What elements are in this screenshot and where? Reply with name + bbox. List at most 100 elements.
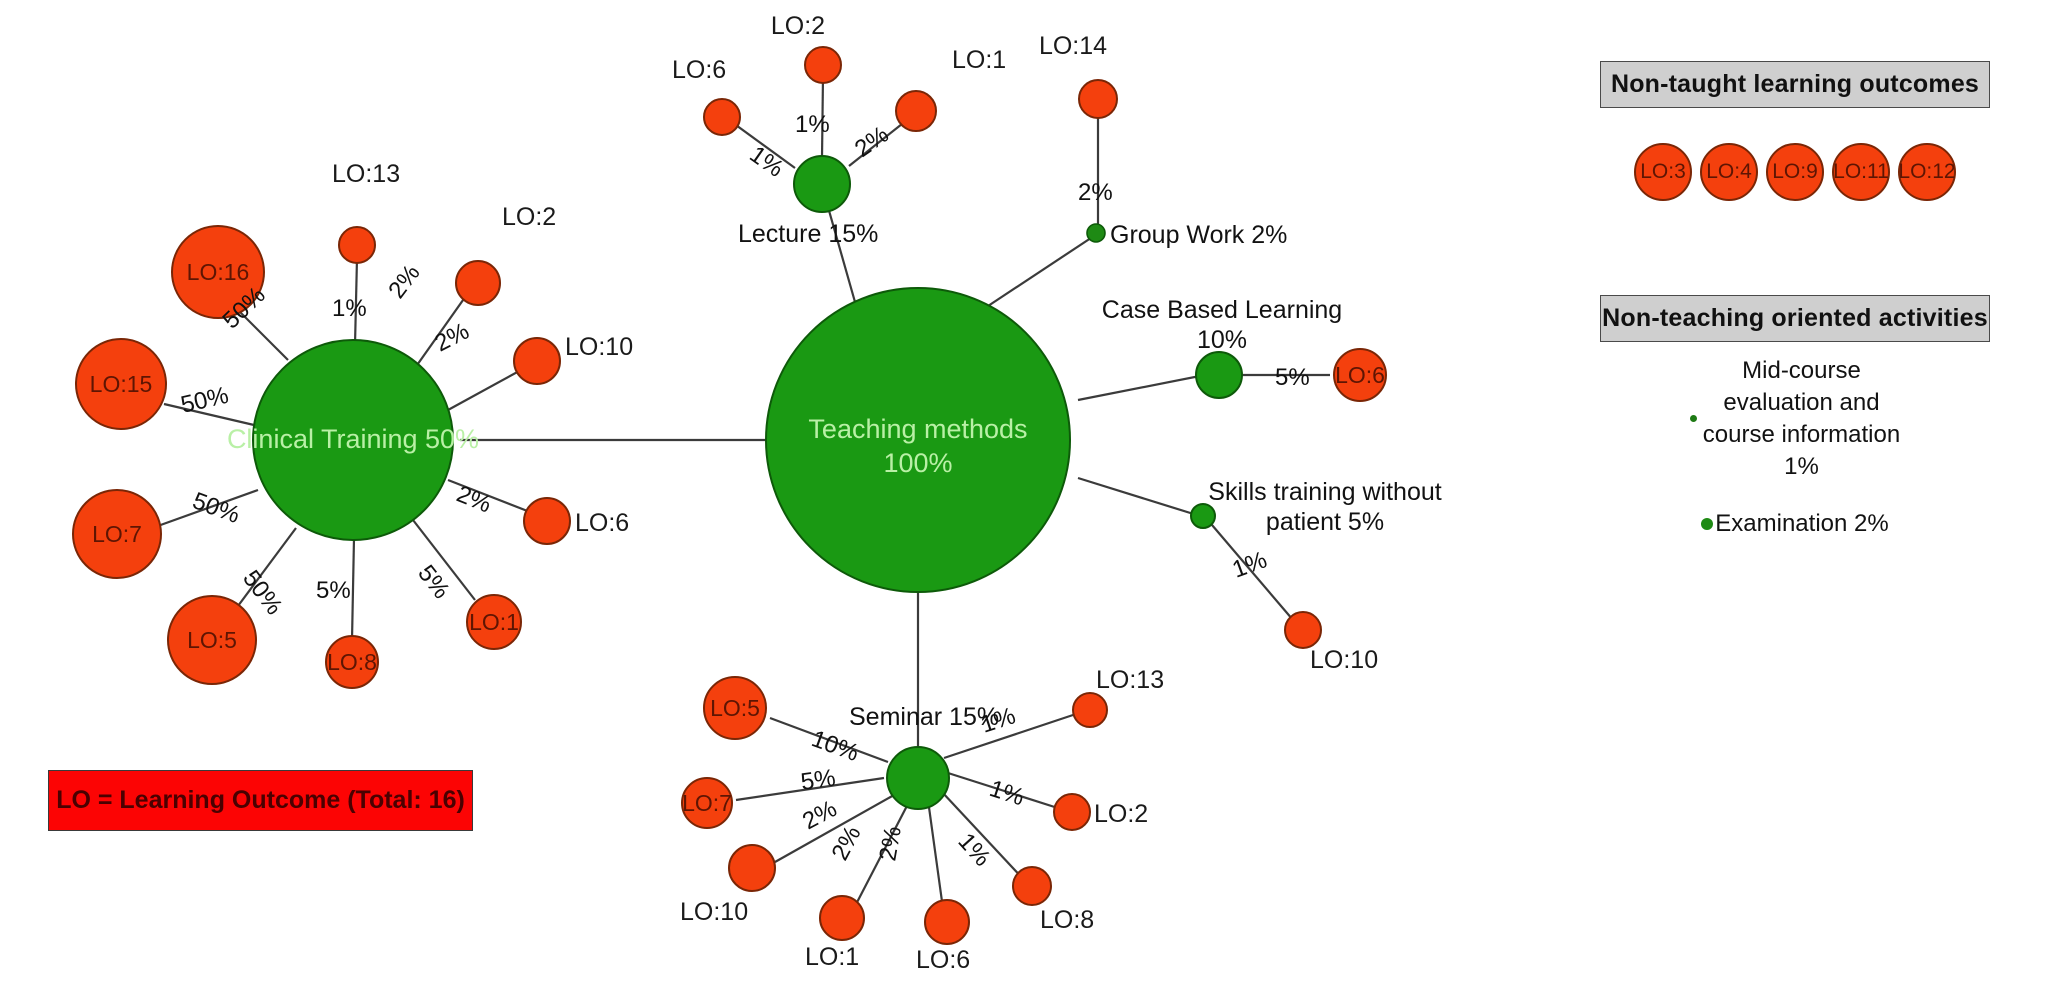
node-lo5-ct[interactable]: [167, 595, 257, 685]
edge-sem-lo7: [735, 776, 885, 802]
node-group-work[interactable]: [1086, 223, 1106, 243]
node-lo16[interactable]: [171, 225, 265, 319]
non-teaching-panel-header: Non-teaching oriented activities: [1600, 295, 1990, 342]
label-lo14: LO:14: [1039, 32, 1107, 60]
edge-ct-lo7: [154, 488, 259, 529]
non-taught-panel-header: Non-taught learning outcomes: [1600, 61, 1990, 108]
edge-sem-lo5: [769, 716, 889, 764]
pct-ct-lo2: 2%: [383, 260, 425, 304]
label-lo6-seminar: LO:6: [916, 946, 970, 974]
label-lo1-lecture: LO:1: [952, 46, 1006, 74]
label-skills-training-line1: Skills training without: [1208, 478, 1441, 506]
activity-examination-label: Examination 2%: [1715, 510, 1889, 537]
pct-ct-lo15: 50%: [178, 382, 231, 419]
pct-sem-lo2: 1%: [986, 775, 1027, 811]
node-seminar[interactable]: [886, 746, 950, 810]
node-lo8-seminar[interactable]: [1012, 866, 1052, 906]
edge-ct-lo1: [412, 519, 476, 601]
label-group-work: Group Work 2%: [1110, 221, 1287, 249]
edge-lec-lo2: [820, 75, 825, 159]
label-lo7-seminar: LO:7: [682, 790, 732, 816]
label-seminar: Seminar 15%: [849, 703, 999, 731]
edge-sem-lo13: [943, 710, 1083, 760]
label-lo8-seminar: LO:8: [1040, 906, 1094, 934]
node-lo6-ct[interactable]: [523, 497, 571, 545]
label-teaching-methods: Teaching methods: [808, 414, 1027, 444]
node-lo13-ct[interactable]: [338, 226, 376, 264]
edge-ct-lo15: [163, 402, 255, 427]
label-lo13-seminar: LO:13: [1096, 666, 1164, 694]
pct-lec-lo1: 2%: [850, 121, 894, 163]
pct-ct-lo8: 5%: [316, 577, 351, 604]
label-lo10-seminar: LO:10: [680, 898, 748, 926]
edge-ct-lo6: [447, 478, 531, 514]
node-skills-training[interactable]: [1190, 503, 1216, 529]
node-lo1-lecture[interactable]: [895, 90, 937, 132]
node-lo10-skills[interactable]: [1284, 611, 1322, 649]
node-lo13-seminar[interactable]: [1072, 692, 1108, 728]
label-lo2-seminar: LO:2: [1094, 800, 1148, 828]
edge-st-lo10: [1211, 524, 1294, 621]
green-dot-icon: [1701, 518, 1714, 530]
node-lecture[interactable]: [793, 155, 851, 213]
label-lo13-ct: LO:13: [332, 160, 400, 188]
non-taught-lo-3[interactable]: LO:3: [1634, 143, 1692, 201]
edge-ct-lo8: [350, 537, 356, 641]
node-lo7-seminar[interactable]: [681, 777, 733, 829]
green-dot-icon: [1689, 415, 1697, 423]
label-lecture: Lecture 15%: [738, 220, 878, 248]
node-lo7[interactable]: [72, 489, 162, 579]
learning-outcome-key: LO = Learning Outcome (Total: 16): [48, 770, 473, 831]
edge-lec-lo1: [848, 119, 908, 167]
node-lo2-lecture[interactable]: [804, 46, 842, 84]
cluster-skills-training: Skills training without patient 5% LO:10…: [1190, 478, 1442, 674]
label-lo5-ct: LO:5: [187, 627, 237, 653]
non-taught-lo-12[interactable]: LO:12: [1898, 143, 1956, 201]
node-lo8-ct[interactable]: [325, 635, 379, 689]
label-lo1-seminar: LO:1: [805, 943, 859, 971]
label-lo6-ct: LO:6: [575, 509, 629, 537]
edge-ct-lo13: [353, 257, 359, 346]
node-clinical-training[interactable]: [252, 339, 454, 541]
node-lo10-ct[interactable]: [513, 337, 561, 385]
node-lo15[interactable]: [75, 338, 167, 430]
edge-ct-lo2: [414, 292, 469, 369]
label-case-based-learning-percent: 10%: [1197, 326, 1247, 354]
non-taught-lo-11[interactable]: LO:11: [1832, 143, 1890, 201]
label-lo5-seminar: LO:5: [710, 695, 760, 721]
edge-center-skills: [1077, 476, 1201, 518]
label-lo6-lecture: LO:6: [672, 56, 726, 84]
edge-ct-lo5: [234, 527, 297, 611]
pct-sem-lo1: 2%: [826, 822, 866, 865]
label-case-based-learning: Case Based Learning: [1102, 296, 1342, 324]
edge-sem-lo10: [774, 794, 895, 863]
node-lo14[interactable]: [1078, 79, 1118, 119]
non-taught-lo-9[interactable]: LO:9: [1766, 143, 1824, 201]
label-lo1-ct: LO:1: [469, 609, 519, 635]
label-lo2-ct: LO:2: [502, 203, 556, 231]
node-lo2-ct[interactable]: [455, 260, 501, 306]
node-lo6-cbl[interactable]: [1333, 348, 1387, 402]
node-lo1-seminar[interactable]: [819, 895, 865, 941]
non-taught-outcomes-list: LO:3 LO:4 LO:9 LO:11 LO:12: [1600, 140, 1990, 204]
pct-cbl-lo6: 5%: [1275, 364, 1310, 391]
edge-sem-lo1: [851, 799, 911, 913]
edge-center-groupwork: [981, 231, 1101, 311]
pct-sem-lo5: 10%: [808, 725, 862, 767]
label-skills-training-line2: patient 5%: [1266, 508, 1384, 536]
node-teaching-methods[interactable]: [765, 287, 1071, 593]
pct-ct-lo6: 2%: [453, 481, 495, 519]
node-case-based-learning[interactable]: [1195, 351, 1243, 399]
edge-center-lecture: [824, 199, 857, 303]
node-lo10-seminar[interactable]: [728, 844, 776, 892]
node-lo1-ct[interactable]: [466, 594, 522, 650]
non-taught-lo-4[interactable]: LO:4: [1700, 143, 1758, 201]
node-lo5-seminar[interactable]: [703, 676, 767, 740]
node-lo6-seminar[interactable]: [924, 899, 970, 945]
node-lo2-seminar[interactable]: [1053, 793, 1091, 831]
node-lo6-lecture[interactable]: [703, 98, 741, 136]
label-lo8-ct: LO:8: [327, 649, 377, 675]
pct-gw-lo14: 2%: [1078, 179, 1113, 206]
pct-ct-lo7: 50%: [189, 487, 243, 529]
edge-sem-lo8: [941, 791, 1027, 883]
